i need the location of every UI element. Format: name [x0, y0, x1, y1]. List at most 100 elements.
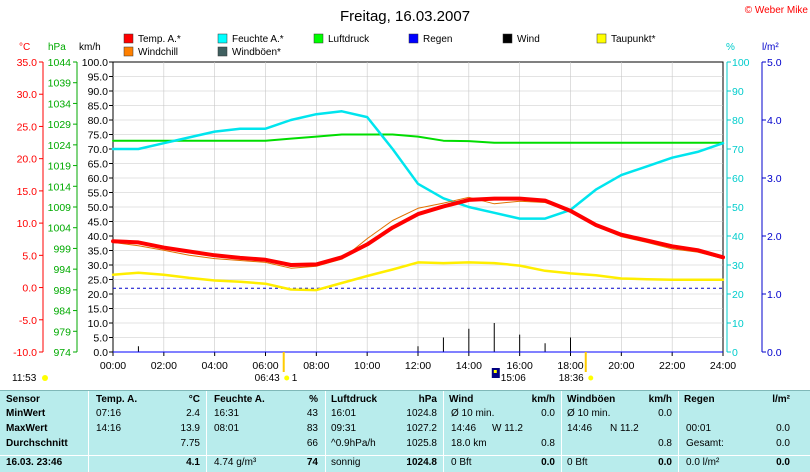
- pressure-tick-label: 979: [53, 326, 71, 338]
- rain-tick-label: 1.0: [767, 289, 782, 301]
- wind-tick-label: 65.0: [88, 159, 109, 171]
- header-rain-unit: l/m²: [772, 394, 790, 405]
- temp-tick-label: 20.0: [17, 154, 38, 166]
- temp-tick-label: 25.0: [17, 121, 38, 133]
- wind-tick-label: 80.0: [88, 115, 109, 127]
- time-tick-label: 16:00: [507, 360, 533, 372]
- series-luftdruck: [112, 133, 724, 144]
- header-wind: Wind: [449, 394, 474, 405]
- table-cell-press: 1024.8: [406, 408, 437, 419]
- table-cell-gust: 0.0: [658, 408, 672, 419]
- solar-noon-label: 15:06: [501, 373, 526, 384]
- pressure-tick-label: 1004: [48, 223, 72, 235]
- header-humidity: Feuchte A.: [214, 394, 265, 405]
- temp-tick-label: 15.0: [17, 186, 38, 198]
- table-cell-wind-time: 18.0 km: [451, 438, 487, 449]
- humidity-tick-label: 40: [732, 231, 744, 243]
- wind-tick-label: 5.0: [93, 333, 108, 345]
- header-sensor: Sensor: [6, 394, 40, 405]
- table-cell-press-time: 09:31: [331, 423, 357, 434]
- plot-area: [111, 110, 725, 353]
- legend-swatch: [217, 46, 228, 57]
- legend-swatch: [217, 33, 228, 44]
- table-cell-temp: 4.1: [186, 457, 200, 468]
- humidity-tick-label: 90: [732, 86, 744, 98]
- humidity-tick-label: 30: [732, 260, 744, 272]
- wind-tick-label: 15.0: [88, 304, 109, 316]
- credit-text: © Weber Mike: [745, 5, 809, 16]
- table-cell-label: Durchschnitt: [6, 438, 68, 449]
- pressure-tick-label: 1039: [48, 78, 72, 90]
- table-cell-temp-time: 07:16: [96, 408, 122, 419]
- header-humidity-unit: %: [309, 394, 318, 405]
- table-cell-hum-time: 08:01: [214, 423, 240, 434]
- sunset-dot: [588, 375, 594, 381]
- table-cell-temp-time: 14:16: [96, 423, 122, 434]
- table-cell-press: 1027.2: [406, 423, 437, 434]
- legend-label: Luftdruck: [328, 34, 370, 45]
- series-temp-a: [111, 196, 725, 267]
- legend-swatch: [313, 33, 324, 44]
- pressure-tick-label: 999: [53, 243, 71, 255]
- table-cell-label: MaxWert: [6, 423, 48, 434]
- header-rain: Regen: [684, 394, 715, 405]
- table-cell-press-time: ^0.9hPa/h: [331, 438, 376, 449]
- rain-tick-label: 5.0: [767, 57, 782, 69]
- time-tick-label: 14:00: [456, 360, 482, 372]
- wind-tick-label: 85.0: [88, 101, 109, 113]
- sunset-label: 18:36: [559, 373, 584, 384]
- legend-label: Wind: [517, 34, 540, 45]
- table-cell-gust: 0.8: [658, 438, 672, 449]
- pressure-tick-label: 1024: [48, 140, 72, 152]
- wind-tick-label: 35.0: [88, 246, 109, 258]
- table-cell-wind: 0.8: [541, 438, 555, 449]
- pressure-tick-label: 1044: [48, 57, 72, 69]
- pressure-axis-unit: hPa: [48, 42, 66, 53]
- summary-table: Sensor Temp. A. °C Feuchte A. % Luftdruc…: [0, 390, 810, 472]
- table-cell-gust-time: 14:46: [567, 423, 593, 434]
- table-cell-gust-dir: N 11.2: [610, 423, 639, 434]
- time-tick-label: 06:00: [252, 360, 278, 372]
- legend-label: Windböen*: [232, 47, 281, 58]
- pressure-tick-label: 974: [53, 347, 71, 359]
- table-cell-rain-time: Gesamt:: [686, 438, 724, 449]
- time-tick-label: 22:00: [659, 360, 685, 372]
- humidity-tick-label: 0: [732, 347, 738, 359]
- table-cell-press: 1024.8: [406, 457, 437, 468]
- legend-label: Feuchte A.*: [232, 34, 284, 45]
- wind-tick-label: 75.0: [88, 130, 109, 142]
- pressure-tick-label: 1009: [48, 202, 72, 214]
- temp-tick-label: 35.0: [17, 57, 38, 69]
- pressure-tick-label: 994: [53, 264, 71, 276]
- table-cell-hum: 83: [306, 423, 318, 434]
- header-pressure: Luftdruck: [331, 394, 378, 405]
- temp-tick-label: 10.0: [17, 218, 38, 230]
- time-tick-label: 00:00: [100, 360, 126, 372]
- time-tick-label: 04:00: [202, 360, 228, 372]
- legend: Temp. A.* Feuchte A.* Luftdruck Regen Wind Ta…: [123, 33, 656, 58]
- wind-tick-label: 55.0: [88, 188, 109, 200]
- table-cell-wind-dir: W 11.2: [492, 423, 523, 434]
- header-temp: Temp. A.: [96, 394, 138, 405]
- humidity-tick-label: 100: [732, 57, 750, 69]
- table-cell-rain-time: 00:01: [686, 423, 712, 434]
- legend-label: Temp. A.*: [138, 34, 181, 45]
- wind-tick-label: 40.0: [88, 231, 109, 243]
- legend-swatch: [123, 33, 134, 44]
- header-pressure-unit: hPa: [418, 394, 437, 405]
- pressure-tick-label: 989: [53, 285, 71, 297]
- humidity-tick-label: 70: [732, 144, 744, 156]
- table-cell-hum: 66: [306, 438, 318, 449]
- table-cell-press: 1025.8: [406, 438, 437, 449]
- temp-tick-label: -10.0: [13, 347, 37, 359]
- wind-tick-label: 25.0: [88, 275, 109, 287]
- wind-tick-label: 10.0: [88, 318, 109, 330]
- table-cell-hum: 74: [306, 457, 318, 468]
- temp-axis-unit: °C: [19, 42, 30, 53]
- humidity-tick-label: 10: [732, 318, 744, 330]
- solar-noon-dot: [493, 370, 497, 373]
- table-cell-wind-time: 0 Bft: [451, 457, 472, 468]
- wind-tick-label: 70.0: [88, 144, 109, 156]
- sunrise-suffix: 1: [292, 373, 298, 384]
- table-cell-hum-time: 4.74 g/m³: [214, 457, 257, 468]
